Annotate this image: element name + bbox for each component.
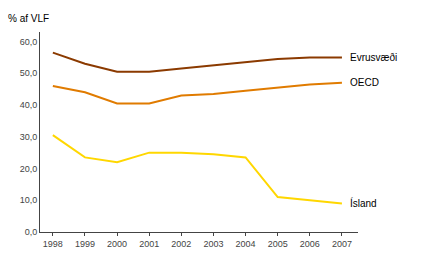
svg-text:2001: 2001 (139, 239, 159, 249)
svg-text:2003: 2003 (203, 239, 223, 249)
svg-text:Evrusvæði: Evrusvæði (350, 52, 397, 63)
svg-text:OECD: OECD (350, 77, 379, 88)
svg-text:2000: 2000 (107, 239, 127, 249)
svg-text:40,0: 40,0 (20, 100, 38, 110)
svg-text:30,0: 30,0 (20, 132, 38, 142)
svg-text:1999: 1999 (75, 239, 95, 249)
svg-text:60,0: 60,0 (20, 37, 38, 47)
svg-text:50,0: 50,0 (20, 68, 38, 78)
svg-text:% af VLF: % af VLF (8, 13, 49, 24)
svg-text:10,0: 10,0 (20, 195, 38, 205)
svg-text:1998: 1998 (43, 239, 63, 249)
svg-text:2005: 2005 (268, 239, 288, 249)
svg-text:2007: 2007 (332, 239, 352, 249)
svg-text:2004: 2004 (236, 239, 256, 249)
svg-text:Ísland: Ísland (350, 197, 377, 209)
svg-text:0,0: 0,0 (25, 227, 38, 237)
svg-text:2006: 2006 (300, 239, 320, 249)
svg-text:20,0: 20,0 (20, 164, 38, 174)
svg-text:2002: 2002 (171, 239, 191, 249)
